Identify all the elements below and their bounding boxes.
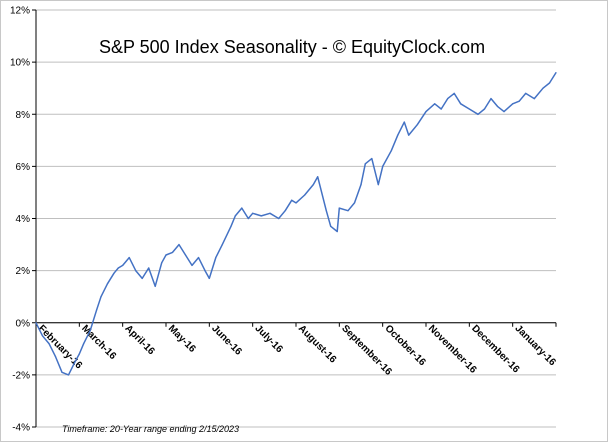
series-point [330, 225, 332, 227]
series-point [106, 283, 109, 285]
y-tick-label: 4% [16, 214, 31, 225]
series-point [241, 207, 243, 209]
series-point [48, 343, 50, 345]
series-point [291, 199, 293, 201]
series-point [483, 108, 486, 110]
chart-footnote: Timeframe: 20-Year range ending 2/15/202… [62, 424, 239, 434]
series-point [83, 343, 85, 345]
series-point [336, 230, 338, 233]
series-point [364, 163, 366, 165]
series-point [360, 184, 362, 186]
series-point [269, 212, 271, 214]
y-tick-label: -4% [12, 423, 30, 434]
series-point [96, 309, 98, 311]
series-point [191, 264, 193, 267]
series-point [555, 71, 557, 74]
series-point [128, 256, 130, 259]
y-tick-label: 12% [10, 6, 30, 17]
series-point [204, 270, 206, 272]
series-point [148, 267, 150, 269]
series-point [425, 111, 427, 113]
series-point [89, 329, 91, 332]
series-point [252, 212, 254, 214]
series-point [382, 165, 384, 167]
series-point [377, 184, 379, 186]
series-point [74, 361, 76, 363]
series-point [122, 264, 124, 267]
series-point [325, 210, 327, 212]
series-point [434, 103, 436, 105]
series-point [312, 184, 314, 186]
series-point [54, 356, 57, 358]
series-point [178, 243, 180, 246]
series-point [61, 371, 63, 373]
series-point [525, 92, 527, 94]
series-point [304, 194, 306, 196]
series-point [548, 82, 551, 84]
series-point [416, 124, 418, 126]
series-point [260, 215, 262, 217]
series-point [161, 262, 163, 264]
series-point [208, 277, 210, 280]
series-point [135, 270, 137, 272]
series-point [353, 202, 356, 204]
series-point [338, 207, 340, 209]
series-point [247, 217, 249, 220]
series-point [317, 176, 319, 178]
series-point [141, 277, 143, 280]
y-axis-ticks: -4% -2% 0% 2% 4% 6% 8% 10% 12% [10, 6, 36, 434]
y-tick-label: 8% [16, 110, 31, 121]
series-point [468, 108, 470, 110]
series-point [408, 134, 410, 136]
series-point [440, 108, 442, 110]
gridlines [36, 9, 556, 428]
chart-title: S&P 500 Index Seasonality - © EquityCloc… [99, 37, 485, 57]
series-point [215, 256, 217, 259]
series-point [100, 296, 102, 298]
y-tick-label: -2% [12, 370, 30, 381]
y-tick-label: 0% [16, 318, 31, 329]
series-point [113, 272, 115, 274]
y-tick-label: 10% [10, 58, 30, 69]
series-point [503, 111, 505, 113]
series-point [542, 87, 544, 89]
series-point [295, 202, 297, 204]
series-point [490, 98, 492, 100]
series-point [496, 105, 499, 108]
series-point [512, 103, 514, 105]
series-point [460, 103, 462, 105]
series-point [447, 98, 449, 100]
series-point [67, 374, 70, 376]
series-point [171, 251, 174, 253]
y-tick-label: 6% [16, 162, 31, 173]
series-point [165, 254, 167, 256]
series-point [221, 243, 223, 246]
y-tick-label: 2% [16, 266, 31, 277]
series-point [197, 256, 200, 259]
series-point [284, 210, 286, 212]
series-layer [35, 71, 557, 376]
series-point [390, 150, 392, 152]
series-point [347, 210, 349, 212]
series-point [477, 113, 479, 115]
series-point [117, 267, 119, 269]
series-point [41, 335, 44, 337]
series-point [230, 225, 232, 227]
series-point [278, 217, 280, 220]
series-point [154, 285, 156, 287]
series-point [78, 353, 80, 355]
series-point [403, 121, 405, 123]
series-point [533, 98, 535, 100]
series-point [397, 134, 399, 136]
series-point [518, 100, 520, 102]
series-point [234, 215, 236, 217]
series-point [371, 157, 373, 160]
series-point [184, 254, 187, 256]
series-point [453, 92, 455, 94]
series-point [35, 322, 37, 324]
